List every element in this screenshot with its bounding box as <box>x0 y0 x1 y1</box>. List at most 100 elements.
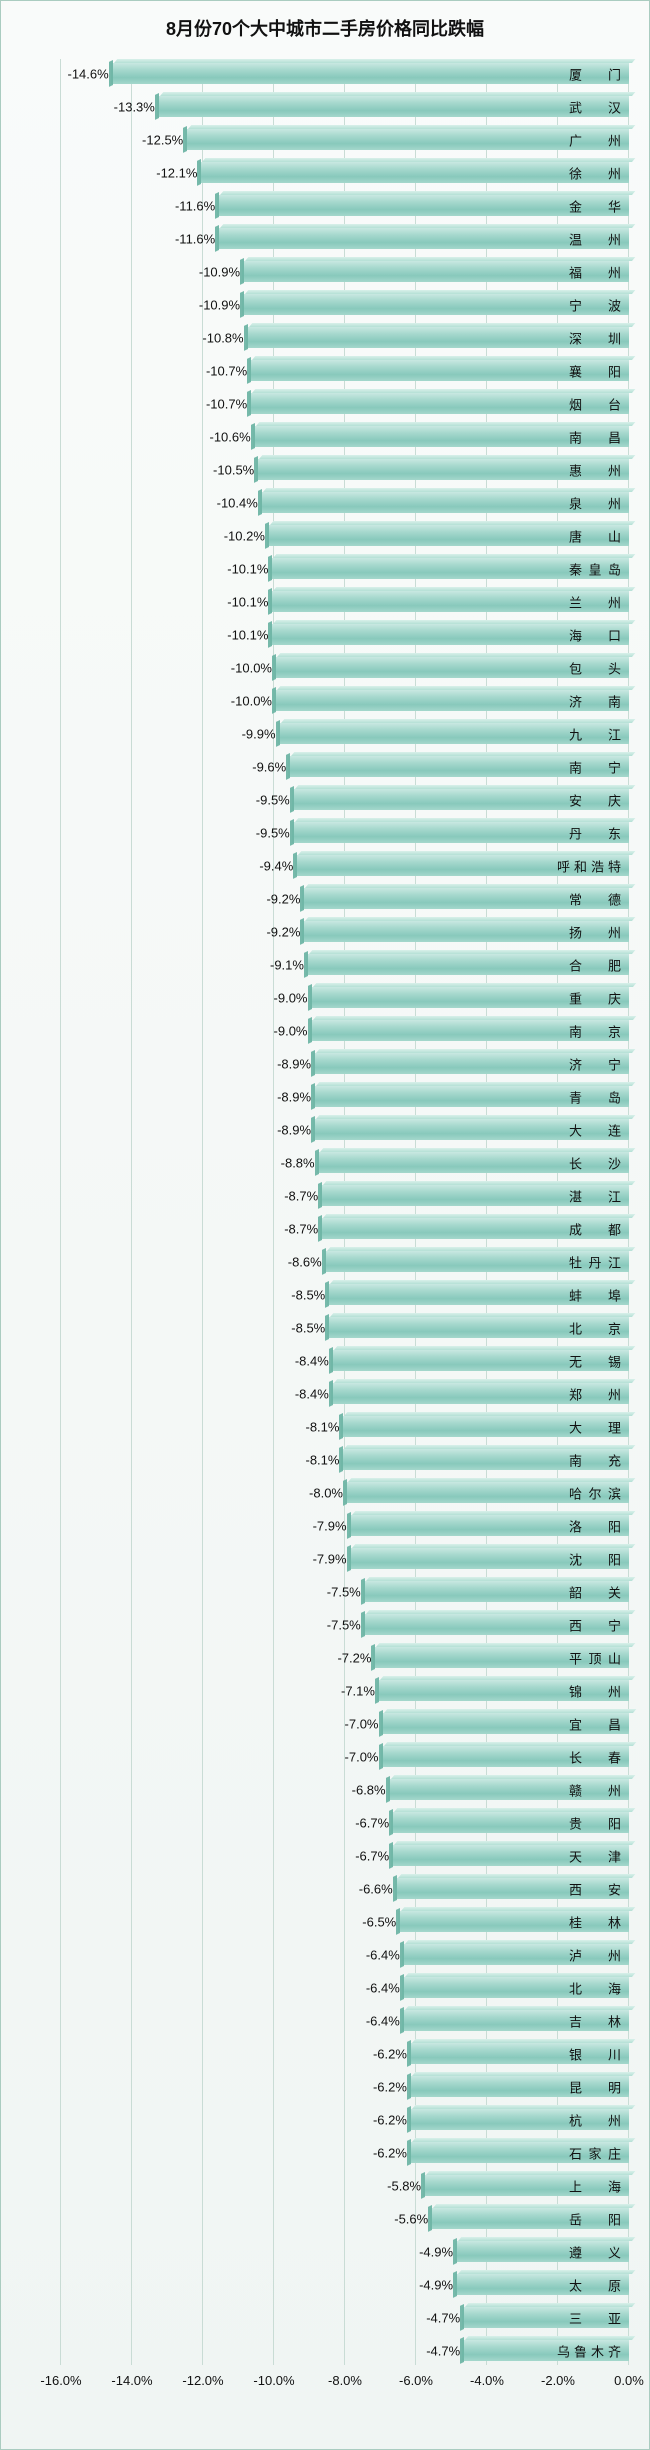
bar-row: -8.6%牡丹江 <box>61 1247 629 1276</box>
city-label: 泉州 <box>569 493 621 512</box>
bar-row: -6.6%西安 <box>61 1874 629 1903</box>
bar-row: -6.8%赣州 <box>61 1775 629 1804</box>
bar-row: -10.0%包头 <box>61 653 629 682</box>
x-axis-tick: -4.0% <box>470 2373 504 2388</box>
bar-row: -9.1%合肥 <box>61 950 629 979</box>
city-label: 银川 <box>569 2044 621 2063</box>
city-label: 宜昌 <box>569 1714 621 1733</box>
plot-area: -14.6%厦门-13.3%武汉-12.5%广州-12.1%徐州-11.6%金华… <box>61 59 629 2365</box>
bar-row: -7.9%沈阳 <box>61 1544 629 1573</box>
bar-row: -7.5%韶关 <box>61 1577 629 1606</box>
bar-row: -9.9%九江 <box>61 719 629 748</box>
city-label: 天津 <box>569 1846 621 1865</box>
bar <box>157 96 629 117</box>
city-label: 厦门 <box>569 64 621 83</box>
bar-row: -6.2% 石家庄 <box>61 2138 629 2167</box>
value-label: -8.7% <box>284 1188 318 1203</box>
value-label: -7.1% <box>341 1683 375 1698</box>
value-label: -7.2% <box>337 1650 371 1665</box>
bar-row: -7.0%长春 <box>61 1742 629 1771</box>
value-label: -6.7% <box>355 1848 389 1863</box>
value-label: -6.6% <box>359 1881 393 1896</box>
bar-row: -8.5%北京 <box>61 1313 629 1342</box>
city-label: 呼和浩特 <box>557 856 621 875</box>
x-axis-tick: -2.0% <box>541 2373 575 2388</box>
bar-row: -11.6%金华 <box>61 191 629 220</box>
city-label: 北京 <box>569 1318 621 1337</box>
bar-row: -4.9%太原 <box>61 2270 629 2299</box>
value-label: -6.7% <box>355 1815 389 1830</box>
value-label: -10.8% <box>202 330 243 345</box>
bar-row: -11.6%温州 <box>61 224 629 253</box>
city-label: 石家庄 <box>569 2143 621 2162</box>
city-label: 无锡 <box>569 1351 621 1370</box>
city-label: 昆明 <box>569 2077 621 2096</box>
bar-row: -9.0%重庆 <box>61 983 629 1012</box>
city-label: 合肥 <box>569 955 621 974</box>
bar-row: -9.5% 安庆 <box>61 785 629 814</box>
city-label: 大理 <box>569 1417 621 1436</box>
value-label: -4.7% <box>426 2343 460 2358</box>
bar-row: -12.1%徐州 <box>61 158 629 187</box>
city-label: 遵义 <box>569 2242 621 2261</box>
value-label: -6.5% <box>362 1914 396 1929</box>
value-label: -9.5% <box>256 792 290 807</box>
value-label: -10.1% <box>227 627 268 642</box>
bar-row: -6.4%北海 <box>61 1973 629 2002</box>
value-label: -7.0% <box>345 1749 379 1764</box>
value-label: -8.9% <box>277 1056 311 1071</box>
value-label: -8.9% <box>277 1089 311 1104</box>
value-label: -6.4% <box>366 1980 400 1995</box>
city-label: 蚌埠 <box>569 1285 621 1304</box>
value-label: -9.2% <box>266 891 300 906</box>
value-label: -10.1% <box>227 561 268 576</box>
value-label: -8.7% <box>284 1221 318 1236</box>
bar-row: -5.6%岳阳 <box>61 2204 629 2233</box>
value-label: -10.9% <box>199 264 240 279</box>
value-label: -10.7% <box>206 363 247 378</box>
bar-row: -4.9%遵义 <box>61 2237 629 2266</box>
bar-row: -9.2% 常德 <box>61 884 629 913</box>
value-label: -7.5% <box>327 1617 361 1632</box>
city-label: 哈尔滨 <box>569 1483 621 1502</box>
city-label: 唐山 <box>569 526 621 545</box>
city-label: 广州 <box>569 130 621 149</box>
value-label: -5.8% <box>387 2178 421 2193</box>
city-label: 吉林 <box>569 2011 621 2030</box>
value-label: -10.7% <box>206 396 247 411</box>
value-label: -9.0% <box>274 1023 308 1038</box>
bar-row: -7.2%平顶山 <box>61 1643 629 1672</box>
x-axis-tick: -12.0% <box>182 2373 223 2388</box>
bar-row: -7.0%宜昌 <box>61 1709 629 1738</box>
bar-row: -8.9%青岛 <box>61 1082 629 1111</box>
value-label: -10.6% <box>210 429 251 444</box>
value-label: -6.8% <box>352 1782 386 1797</box>
bar-row: -8.1%南充 <box>61 1445 629 1474</box>
bar-row: -7.9%洛阳 <box>61 1511 629 1540</box>
city-label: 安庆 <box>569 790 621 809</box>
x-axis-tick: -14.0% <box>111 2373 152 2388</box>
bar-row: -9.2%扬州 <box>61 917 629 946</box>
x-axis-tick: 0.0% <box>614 2373 644 2388</box>
bar-row: -6.2%昆明 <box>61 2072 629 2101</box>
bar-row: -4.7%三亚 <box>61 2303 629 2332</box>
city-label: 上海 <box>569 2176 621 2195</box>
city-label: 济宁 <box>569 1054 621 1073</box>
bar-row: -8.8%长沙 <box>61 1148 629 1177</box>
value-label: -10.9% <box>199 297 240 312</box>
value-label: -7.5% <box>327 1584 361 1599</box>
bar <box>111 63 629 84</box>
bar-row: -8.0% 哈尔滨 <box>61 1478 629 1507</box>
value-label: -6.2% <box>373 2145 407 2160</box>
value-label: -10.1% <box>227 594 268 609</box>
value-label: -8.0% <box>309 1485 343 1500</box>
city-label: 南充 <box>569 1450 621 1469</box>
bar-row: -6.2%杭州 <box>61 2105 629 2134</box>
city-label: 福州 <box>569 262 621 281</box>
bar <box>217 195 629 216</box>
city-label: 常德 <box>569 889 621 908</box>
bar-row: -8.1%大理 <box>61 1412 629 1441</box>
bar-row: -10.4%泉州 <box>61 488 629 517</box>
city-label: 金华 <box>569 196 621 215</box>
city-label: 太原 <box>569 2275 621 2294</box>
